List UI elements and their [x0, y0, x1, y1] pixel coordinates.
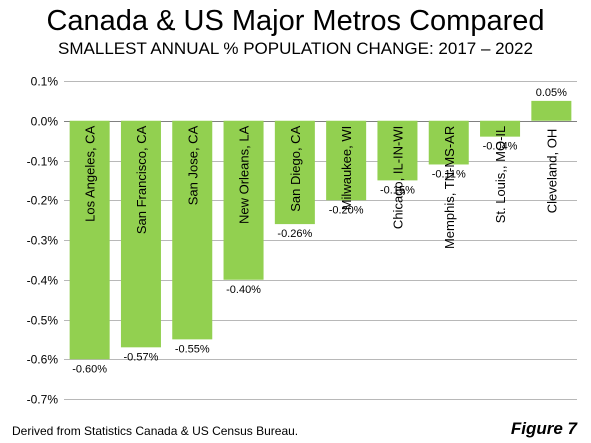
data-label: -0.26%	[277, 228, 312, 240]
bar	[274, 120, 315, 225]
y-tick-label: -0.7%	[27, 393, 59, 407]
data-label: -0.55%	[175, 343, 210, 355]
data-label: -0.15%	[380, 184, 415, 196]
source-note: Derived from Statistics Canada & US Cens…	[12, 424, 299, 438]
y-tick-label: -0.6%	[27, 353, 59, 367]
y-tick-label: -0.1%	[27, 155, 59, 169]
category-label: San Diego, CA	[288, 125, 303, 211]
data-label: -0.20%	[329, 204, 364, 216]
y-tick-label: 0.1%	[31, 75, 59, 89]
y-tick-label: -0.3%	[27, 234, 59, 248]
bar	[172, 120, 213, 340]
category-label: Chicago, IL-IN-WI	[390, 126, 405, 229]
category-label: San Francisco, CA	[134, 125, 149, 234]
bar	[377, 120, 418, 181]
bar	[480, 120, 521, 137]
bar	[326, 120, 367, 201]
data-label: -0.40%	[226, 284, 261, 296]
category-label: New Orleans, LA	[237, 125, 252, 224]
bar	[223, 120, 264, 280]
category-label: Memphis, TN-MS-AR	[442, 126, 457, 249]
data-label: -0.11%	[432, 168, 466, 180]
category-label: San Jose, CA	[185, 125, 200, 205]
bar	[120, 120, 161, 348]
y-tick-label: -0.4%	[27, 274, 59, 288]
bar	[428, 120, 469, 165]
category-label: Los Angeles, CA	[83, 125, 98, 221]
data-label: 0.05%	[536, 87, 567, 99]
bar	[531, 100, 572, 121]
y-tick-label: -0.2%	[27, 194, 59, 208]
chart-title: Canada & US Major Metros Compared	[46, 5, 545, 37]
y-tick-label: 0.0%	[31, 115, 59, 129]
y-tick-label: -0.5%	[27, 314, 59, 328]
category-label: St. Louis,, MO-IL	[493, 126, 508, 224]
category-label: Milwaukee, WI	[339, 126, 354, 211]
bar	[69, 120, 110, 360]
data-label: -0.60%	[72, 363, 107, 375]
figure-label: Figure 7	[510, 419, 577, 438]
data-label: -0.57%	[124, 351, 159, 363]
chart-subtitle: SMALLEST ANNUAL % POPULATION CHANGE: 201…	[58, 39, 533, 58]
category-label: Cleveland, OH	[544, 129, 559, 214]
data-label: -0.04%	[483, 141, 518, 153]
